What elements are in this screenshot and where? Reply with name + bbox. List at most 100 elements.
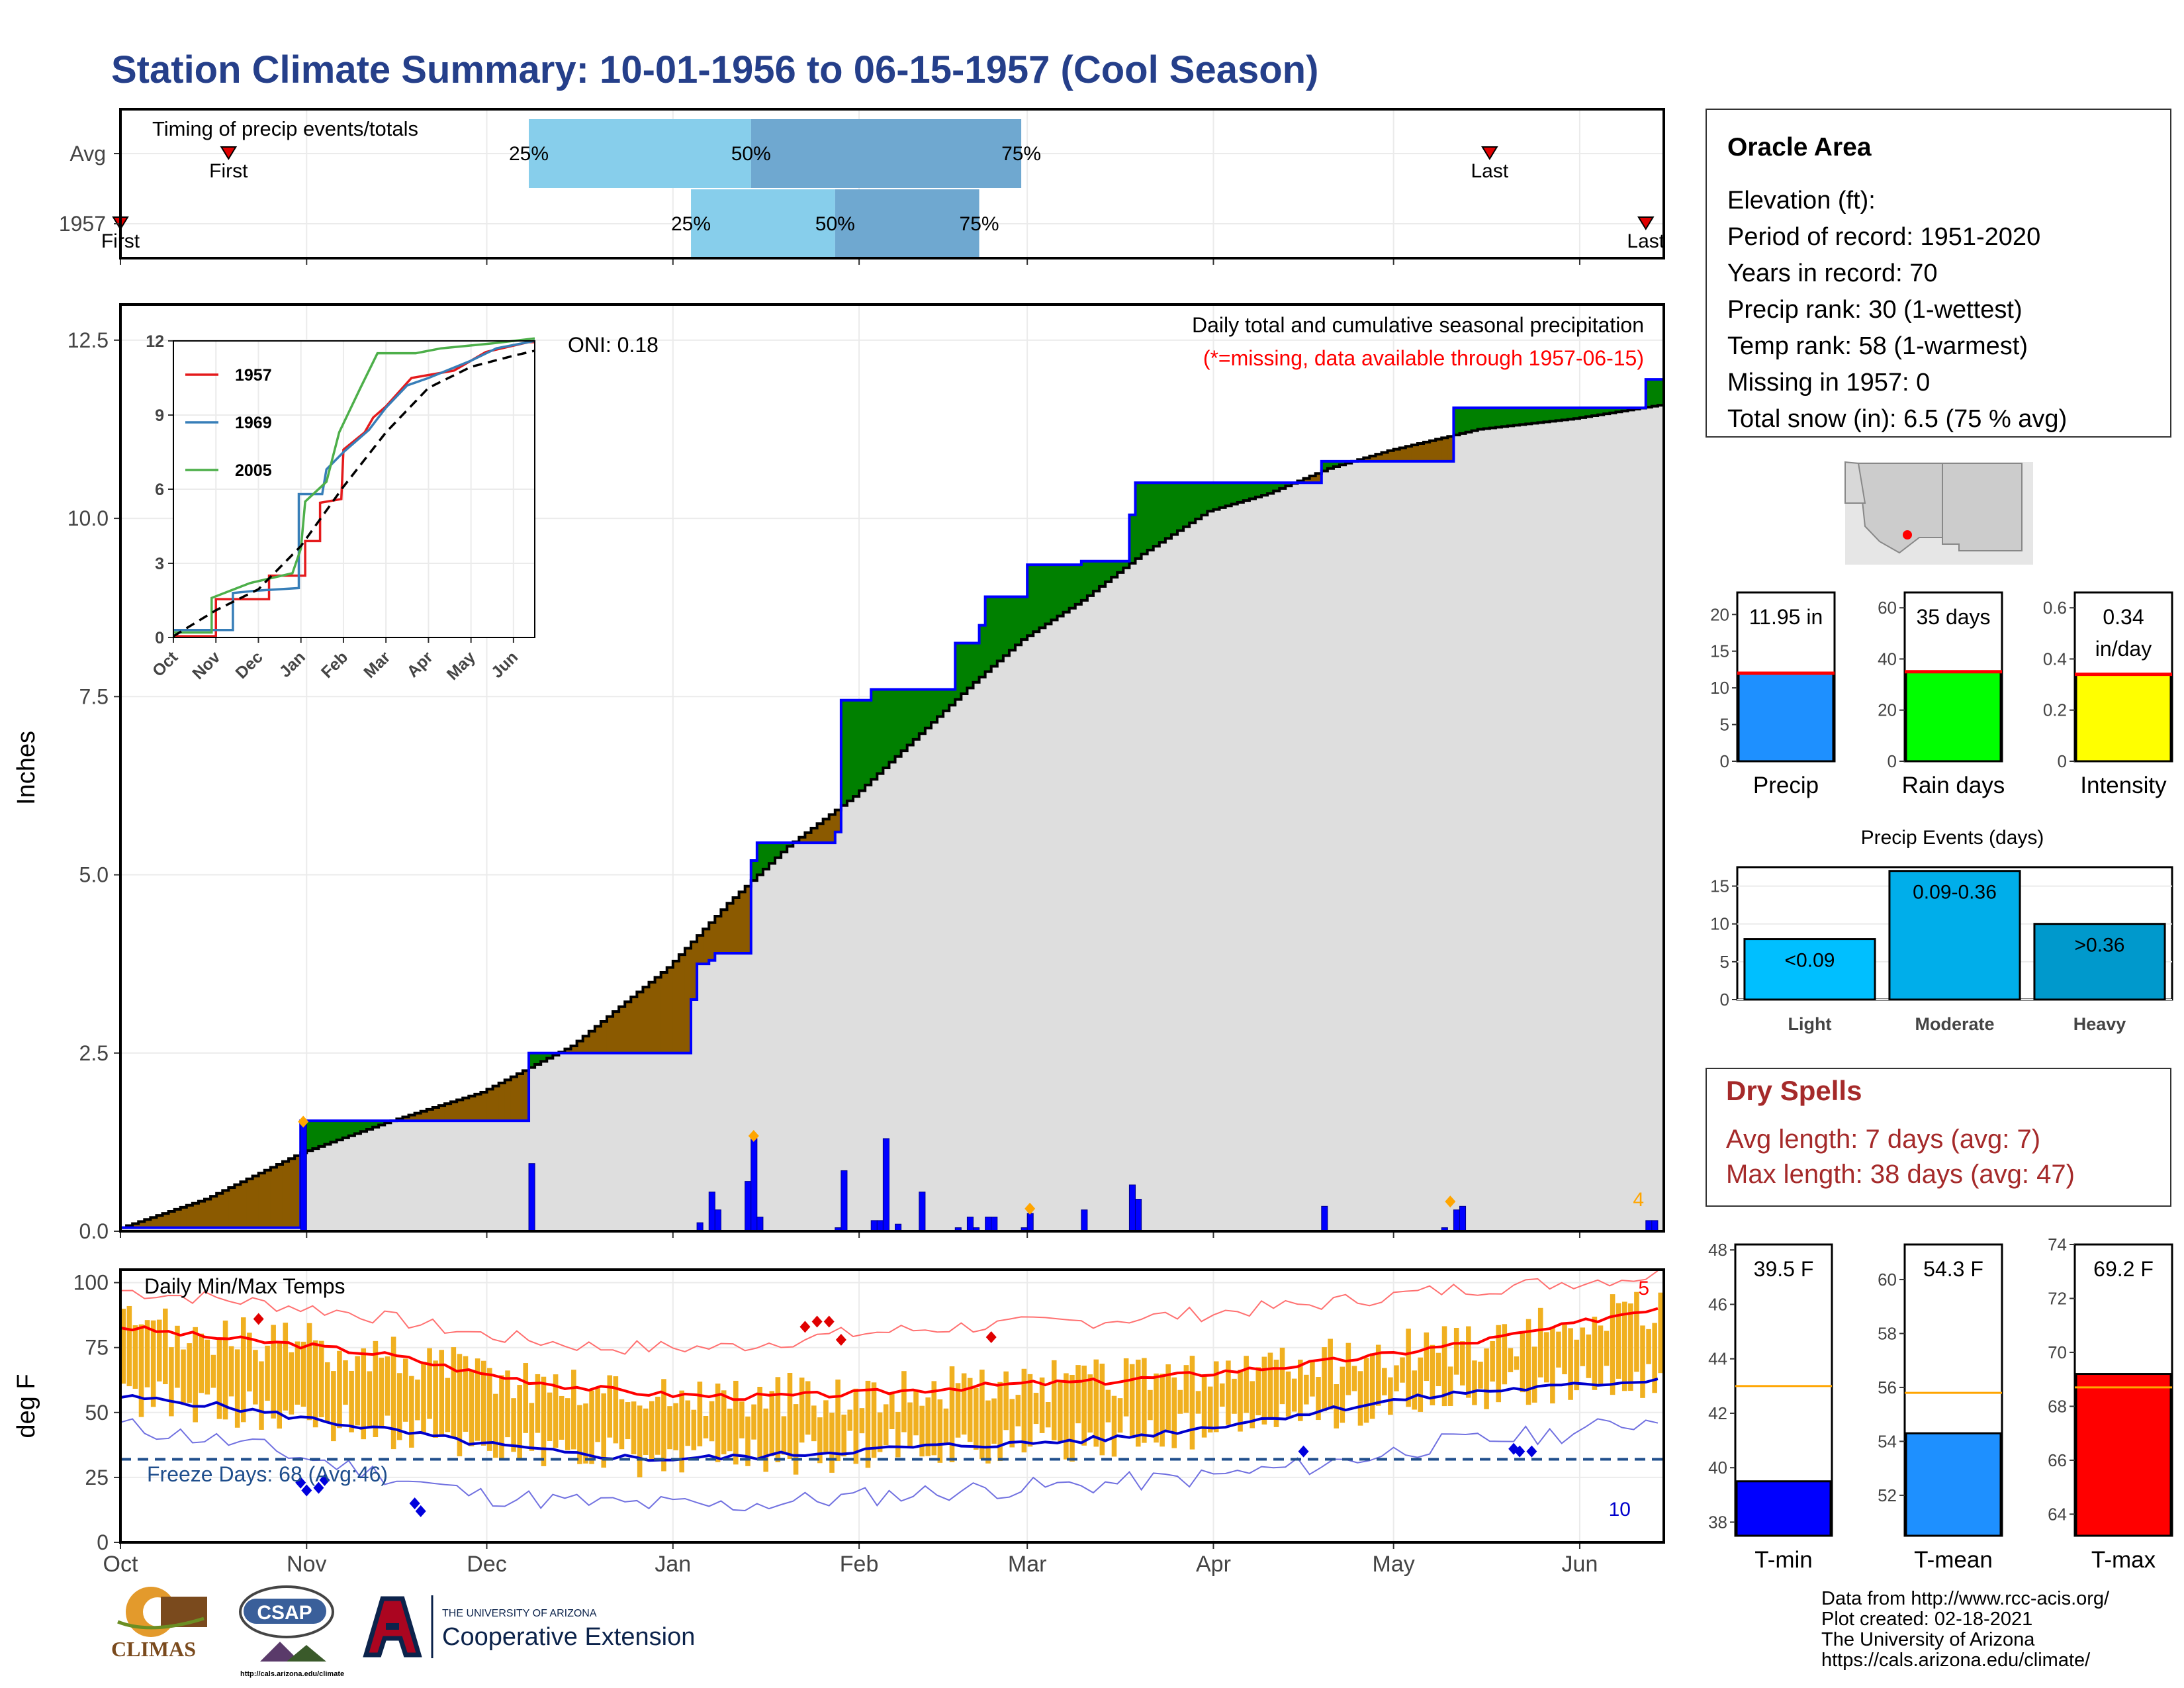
surplus-area (318, 1121, 326, 1147)
avg-min-line (120, 1378, 1659, 1462)
surplus-area (1189, 483, 1196, 523)
daily-temp-bar (1328, 1338, 1333, 1410)
summary-y-tick-label: 46 (1708, 1294, 1727, 1314)
daily-temp-bar (1400, 1357, 1405, 1383)
daily-temp-bar (511, 1398, 516, 1452)
daily-temp-bar (415, 1380, 420, 1421)
precip-event-bar-label: 0.09-0.36 (1913, 882, 1997, 904)
daily-temp-bar (1658, 1292, 1663, 1374)
daily-temp-bar (1111, 1395, 1117, 1457)
deficit-area (721, 910, 728, 953)
station-info-line: Temp rank: 58 (1-warmest) (1727, 332, 2028, 360)
inset-y-tick-label: 9 (155, 406, 164, 425)
summary-y-tick-label: 38 (1708, 1512, 1727, 1532)
surplus-area (541, 1053, 547, 1062)
daily-temp-bar (1453, 1327, 1459, 1375)
deficit-area (480, 1092, 488, 1121)
surplus-area (1520, 408, 1526, 425)
record-low-marker (313, 1481, 324, 1494)
daily-temp-bar (1394, 1365, 1399, 1391)
surplus-area (1207, 483, 1214, 512)
cooperative-extension-text: Cooperative Extension (442, 1623, 695, 1651)
daily-temp-bar (529, 1403, 535, 1451)
deficit-area (660, 972, 668, 1053)
deficit-area (565, 1049, 572, 1053)
daily-temp-bar (655, 1396, 660, 1455)
timing-quartile-bar-dark (751, 119, 1022, 188)
deficit-area (805, 832, 812, 843)
surplus-area (1321, 461, 1328, 471)
deficit-area (715, 916, 721, 953)
deficit-area (1430, 440, 1436, 461)
daily-temp-bar (547, 1392, 553, 1442)
surplus-area (330, 1121, 338, 1143)
deficit-area (216, 1193, 223, 1228)
summary-axis-label-Precip: Precip (1753, 773, 1819, 798)
daily-temp-bar (967, 1378, 973, 1442)
daily-temp-bar (991, 1398, 997, 1444)
surplus-area (1267, 483, 1274, 494)
record-low-marker (1298, 1445, 1309, 1458)
daily-temp-bar (234, 1349, 240, 1428)
deficit-area (613, 1011, 619, 1053)
daily-temp-bar (1610, 1294, 1615, 1395)
location-map (1844, 461, 2033, 565)
daily-temp-bar (138, 1324, 144, 1417)
events-y-tick-label: 10 (1710, 914, 1729, 934)
precip-panel: 0.0 2.5 5.0 7.5 10.0 12.5 Daily total and cumu… (13, 303, 1665, 1243)
deficit-area (270, 1167, 277, 1228)
daily-temp-bar (1472, 1360, 1477, 1405)
deficit-area (709, 922, 715, 961)
deficit-area (252, 1176, 259, 1228)
summary-y-tick-label: 15 (1710, 641, 1729, 661)
deficit-area (1417, 444, 1424, 461)
cumulative-inset-panel: Oct Nov Dec Jan Feb Mar Apr May Jun0369121957196… (146, 332, 535, 684)
record-low-marker (295, 1476, 306, 1489)
record-high-marker (835, 1333, 846, 1346)
csap-logo: CSAP http://cals.arizona.edu/climate (239, 1585, 344, 1678)
surplus-area (1502, 408, 1508, 427)
surplus-area (1651, 379, 1659, 406)
daily-temp-bar (283, 1323, 289, 1411)
deficit-area (745, 886, 752, 953)
surplus-area (883, 689, 890, 768)
deficit-area (276, 1164, 283, 1228)
daily-temp-bar (781, 1416, 787, 1455)
daily-temp-bar (126, 1305, 132, 1387)
daily-temp-bar (337, 1350, 342, 1429)
surplus-area (1261, 483, 1268, 496)
summary-y-tick-label: 5 (1720, 715, 1729, 735)
deficit-area (186, 1205, 193, 1228)
surplus-area (1621, 408, 1629, 411)
daily-temp-bar (169, 1347, 174, 1417)
deficit-area (246, 1178, 253, 1228)
daily-temp-bar (367, 1371, 373, 1429)
daily-precip-bar (1026, 1213, 1034, 1232)
precip-event-category: Moderate (1915, 1014, 1994, 1034)
deficit-area (486, 1089, 494, 1121)
daily-temp-bar (859, 1408, 865, 1434)
daily-temp-bar (727, 1408, 733, 1452)
surplus-area (889, 689, 896, 763)
large-event-marker (1445, 1196, 1456, 1208)
surplus-area (931, 689, 938, 723)
daily-temp-bar (505, 1370, 510, 1438)
record-low-marker (1526, 1445, 1537, 1458)
daily-temp-bar (132, 1325, 138, 1389)
deficit-area (162, 1213, 169, 1228)
daily-temp-bar (661, 1379, 666, 1472)
daily-temp-bar (480, 1360, 486, 1446)
deficit-area (516, 1074, 523, 1121)
deficit-area (811, 828, 818, 843)
deficit-area (168, 1211, 175, 1228)
station-info-line: Period of record: 1951-2020 (1727, 223, 2040, 251)
daily-temp-bar (463, 1356, 469, 1432)
month-axis-label: May (1373, 1552, 1415, 1577)
record-low-count: 10 (1609, 1499, 1631, 1521)
daily-temp-bar (1238, 1370, 1243, 1432)
precip-y-tick-label: 0.0 (79, 1219, 109, 1243)
summary-y-tick-label: 40 (1878, 649, 1897, 669)
daily-temp-bar (1045, 1402, 1051, 1428)
station-info-box: Oracle Area Elevation (ft): Period of reco… (1706, 109, 2171, 438)
daily-precip-bar (745, 1181, 752, 1232)
